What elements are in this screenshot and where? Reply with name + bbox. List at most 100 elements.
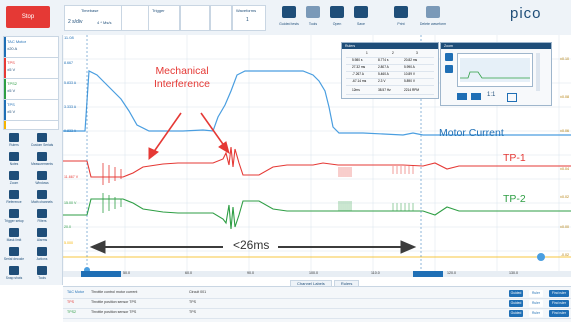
tool-label: Filters xyxy=(37,219,47,223)
channel-labels-table: TAC Motor Throttle control motor current… xyxy=(63,286,571,322)
save-label: Save xyxy=(357,22,365,26)
y-right-tick: -0.02 xyxy=(560,253,569,257)
left-panel: TAC Motor ±20 A TPS ±5 V TPS2 ±5 V TPS ±… xyxy=(0,35,63,285)
y-axis-top: 11.08 xyxy=(64,35,74,40)
hand-icon[interactable] xyxy=(471,93,481,100)
ruler-button[interactable]: Ruler xyxy=(529,310,543,317)
channel-color xyxy=(4,121,6,129)
trigger-control[interactable]: Trigger xyxy=(148,5,180,31)
printer-icon xyxy=(394,6,408,18)
row-description[interactable]: Throttle control motor current xyxy=(91,290,138,294)
table-cell: 2214 RPM xyxy=(404,88,420,92)
x-tick: 90.0 xyxy=(247,271,254,275)
find-ruler-button[interactable]: Find ruler xyxy=(549,290,569,297)
zoom-tool[interactable]: Zoom xyxy=(2,169,26,191)
y-right-tick: ±0.04 xyxy=(560,167,569,171)
tool-label: Serial decode xyxy=(3,257,25,261)
guided-button[interactable]: Guided xyxy=(509,290,523,297)
row-circuit[interactable]: Circuit 001 xyxy=(189,290,207,294)
row-channel: TPS2 xyxy=(67,310,76,314)
serial-decode-tool[interactable]: Serial decode xyxy=(2,245,26,267)
stop-button[interactable]: Stop xyxy=(6,6,50,28)
table-cell: 38.57 Hz xyxy=(378,88,391,92)
actions-tool[interactable]: Actions xyxy=(30,245,54,267)
snapshots-tool[interactable]: Snap shots xyxy=(2,264,26,286)
zoom-scrollbar[interactable] xyxy=(536,53,540,91)
waveforms-control[interactable]: Waveforms 1 xyxy=(232,5,266,31)
trigger-edge[interactable] xyxy=(210,5,232,31)
waveform-canvas[interactable] xyxy=(63,35,571,277)
sample-control[interactable] xyxy=(121,5,149,31)
windows-tool[interactable]: Windows xyxy=(30,169,54,191)
channel-card-a[interactable]: TAC Motor ±20 A xyxy=(3,36,59,58)
row-circuit[interactable]: TPS xyxy=(189,300,196,304)
mask-limit-tool[interactable]: Mask limit xyxy=(2,226,26,248)
y-tick: 5.000 xyxy=(64,241,73,245)
wrench-icon xyxy=(306,6,320,18)
zoom-tool-icon[interactable] xyxy=(457,93,467,100)
table-row: 5.980 s 8.774 s 20.82 ms xyxy=(346,57,434,65)
fit-icon[interactable] xyxy=(507,93,517,102)
x-axis-band xyxy=(63,271,571,277)
table-cell: 12ms xyxy=(352,88,360,92)
action-buttons: Guided tests Tools Open Save xyxy=(278,0,378,35)
toolbox-icon xyxy=(37,266,47,275)
guided-button[interactable]: Guided xyxy=(509,310,523,317)
tool-label: Trigger setup xyxy=(4,219,24,223)
row-description[interactable]: Throttle position sensor TPS xyxy=(91,310,137,314)
guided-button[interactable]: Guided xyxy=(509,300,523,307)
rulers-tool[interactable]: Rulers xyxy=(2,131,26,153)
y-right-tick: ±0.10 xyxy=(560,57,569,61)
custom-serials-tool[interactable]: Custom Serials xyxy=(30,131,54,153)
zoom-in-icon[interactable] xyxy=(445,53,453,61)
table-cell: -67.14 ms xyxy=(352,79,367,83)
zoom-overview[interactable] xyxy=(457,53,533,87)
tool-label: Alarms xyxy=(36,238,48,242)
zoom-panel-header: Zoom xyxy=(441,43,551,49)
trigger-setup-tool[interactable]: Trigger setup xyxy=(2,207,26,229)
waveforms-label: Waveforms xyxy=(236,8,257,13)
alarms-tool[interactable]: Alarms xyxy=(30,226,54,248)
channel-range: ±20 A xyxy=(7,46,18,51)
filters-tool[interactable]: Filters xyxy=(30,207,54,229)
open-label: Open xyxy=(332,22,342,26)
trigger-mode[interactable] xyxy=(180,5,210,31)
car-icon xyxy=(282,6,296,18)
extra-tools-tool[interactable]: Tools xyxy=(30,264,54,286)
zoom-icon xyxy=(9,171,19,180)
row-description[interactable]: Throttle position sensor TPS xyxy=(91,300,137,304)
rulers-panel[interactable]: Rulers 1 2 3 5.980 s 8.774 s 20.82 ms 27… xyxy=(341,42,439,99)
y-right-tick: ±0.06 xyxy=(560,129,569,133)
ruler-button[interactable]: Ruler xyxy=(529,290,543,297)
timebase-control[interactable]: Timebase 2 s/div 4 * Ms/s xyxy=(64,5,122,31)
ruler-1-marker xyxy=(81,271,121,277)
motor-current-label: Motor Current xyxy=(439,127,504,139)
ruler-2-handle[interactable] xyxy=(537,253,545,261)
channel-card-d[interactable]: TPS ±5 V xyxy=(3,99,59,121)
reference-tool[interactable]: Reference xyxy=(2,188,26,210)
trigger-icon xyxy=(9,209,19,218)
interference-annotation: Mechanical Interference xyxy=(137,65,227,91)
math-channels-tool[interactable]: Math channels xyxy=(30,188,54,210)
ruler-button[interactable]: Ruler xyxy=(529,300,543,307)
find-ruler-button[interactable]: Find ruler xyxy=(549,300,569,307)
channel-card-c[interactable]: TPS2 ±5 V xyxy=(3,78,59,100)
table-cell: 10.89 V xyxy=(404,72,415,76)
find-ruler-button[interactable]: Find ruler xyxy=(549,310,569,317)
channel-card-e[interactable] xyxy=(3,120,59,130)
zoom-panel[interactable]: Zoom 1:1 xyxy=(440,42,552,106)
notes-tool[interactable]: Notes xyxy=(2,150,26,172)
channel-card-b[interactable]: TPS ±5 V xyxy=(3,57,59,79)
timebase-label: Timebase xyxy=(81,8,99,13)
table-row: 12ms 38.57 Hz 2214 RPM xyxy=(346,87,434,95)
y-tick: 15.00 V xyxy=(64,201,77,205)
table-cell: 2 xyxy=(392,51,394,55)
tool-label: Zoom xyxy=(9,181,19,185)
zoom-ratio[interactable]: 1:1 xyxy=(487,92,496,98)
table-cell: 5.980 s xyxy=(352,58,363,62)
sigma-icon xyxy=(37,209,47,218)
zoom-out-icon[interactable] xyxy=(445,65,453,73)
timebase-value: 2 s/div xyxy=(68,19,83,25)
measurements-tool[interactable]: Measurements xyxy=(30,150,54,172)
row-circuit[interactable]: TPS xyxy=(189,310,196,314)
